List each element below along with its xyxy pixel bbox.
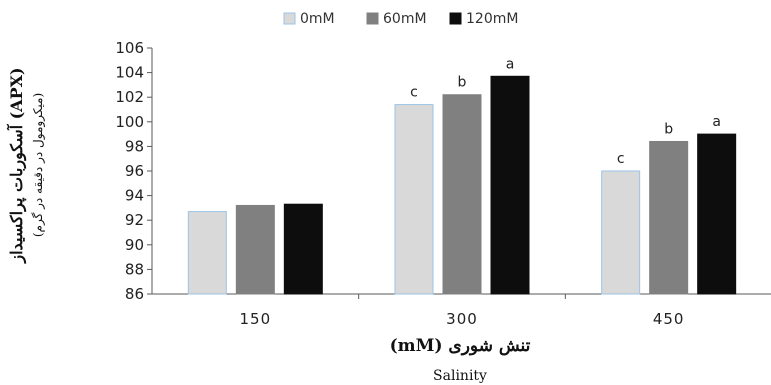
y-tick-label: 100 bbox=[115, 113, 144, 131]
chart-axes: 86 88 90 92 94 96 98 100 102 104 106 bbox=[115, 39, 771, 303]
bar-data-label: a bbox=[506, 56, 515, 72]
y-axis-unit-label: (میکرومول در دقیقه در گرم) bbox=[31, 93, 45, 237]
bar-data-label: c bbox=[617, 151, 625, 167]
legend-swatch-120mM bbox=[449, 12, 462, 25]
x-axis-label: تنش شوری (mM) bbox=[390, 336, 531, 356]
y-tick-label: 98 bbox=[125, 137, 144, 155]
y-axis-label: آسکوربات پراکسیداز (APX) bbox=[5, 67, 27, 263]
y-axis-title: آسکوربات پراکسیداز (APX) (میکرومول در دق… bbox=[5, 67, 45, 263]
y-tick-label: 86 bbox=[125, 285, 144, 303]
y-tick-label: 106 bbox=[115, 39, 144, 57]
legend-swatch-60mM bbox=[366, 12, 379, 25]
x-axis-tick-labels: 150 300 450 bbox=[240, 310, 685, 328]
x-tick-label: 150 bbox=[240, 310, 272, 328]
bar-0mM-150 bbox=[187, 211, 227, 295]
bar-60mM-450 bbox=[649, 140, 689, 295]
bar-60mM-150 bbox=[235, 204, 275, 295]
x-tick-label: 450 bbox=[653, 310, 685, 328]
bar-0mM-450 bbox=[601, 170, 641, 295]
x-axis-label-english: Salinity bbox=[433, 368, 487, 384]
y-tick-label: 90 bbox=[125, 236, 144, 254]
y-tick-label: 102 bbox=[115, 88, 144, 106]
bar-data-label: c bbox=[410, 85, 418, 101]
bar-120mM-450 bbox=[697, 133, 737, 295]
legend-swatch-0mM bbox=[283, 12, 296, 25]
y-tick-label: 92 bbox=[125, 211, 144, 229]
bar-120mM-300 bbox=[490, 75, 530, 295]
y-tick-label: 104 bbox=[115, 64, 144, 82]
legend-label-60mM: 60mM bbox=[383, 11, 427, 27]
bar-0mM-300 bbox=[394, 104, 434, 295]
chart-legend: 0mM 60mM 120mM bbox=[283, 11, 518, 27]
bar-data-label: a bbox=[712, 114, 721, 130]
bar-60mM-300 bbox=[442, 94, 482, 295]
legend-label-0mM: 0mM bbox=[300, 11, 335, 27]
chart-bars: c b a c b a bbox=[187, 56, 737, 295]
bar-120mM-150 bbox=[283, 203, 323, 295]
y-tick-label: 94 bbox=[125, 187, 144, 205]
x-tick-label: 300 bbox=[446, 310, 478, 328]
bar-data-label: b bbox=[458, 75, 467, 91]
legend-label-120mM: 120mM bbox=[466, 11, 518, 27]
y-tick-label: 88 bbox=[125, 260, 144, 278]
y-tick-label: 96 bbox=[125, 162, 144, 180]
bar-data-label: b bbox=[664, 121, 673, 137]
